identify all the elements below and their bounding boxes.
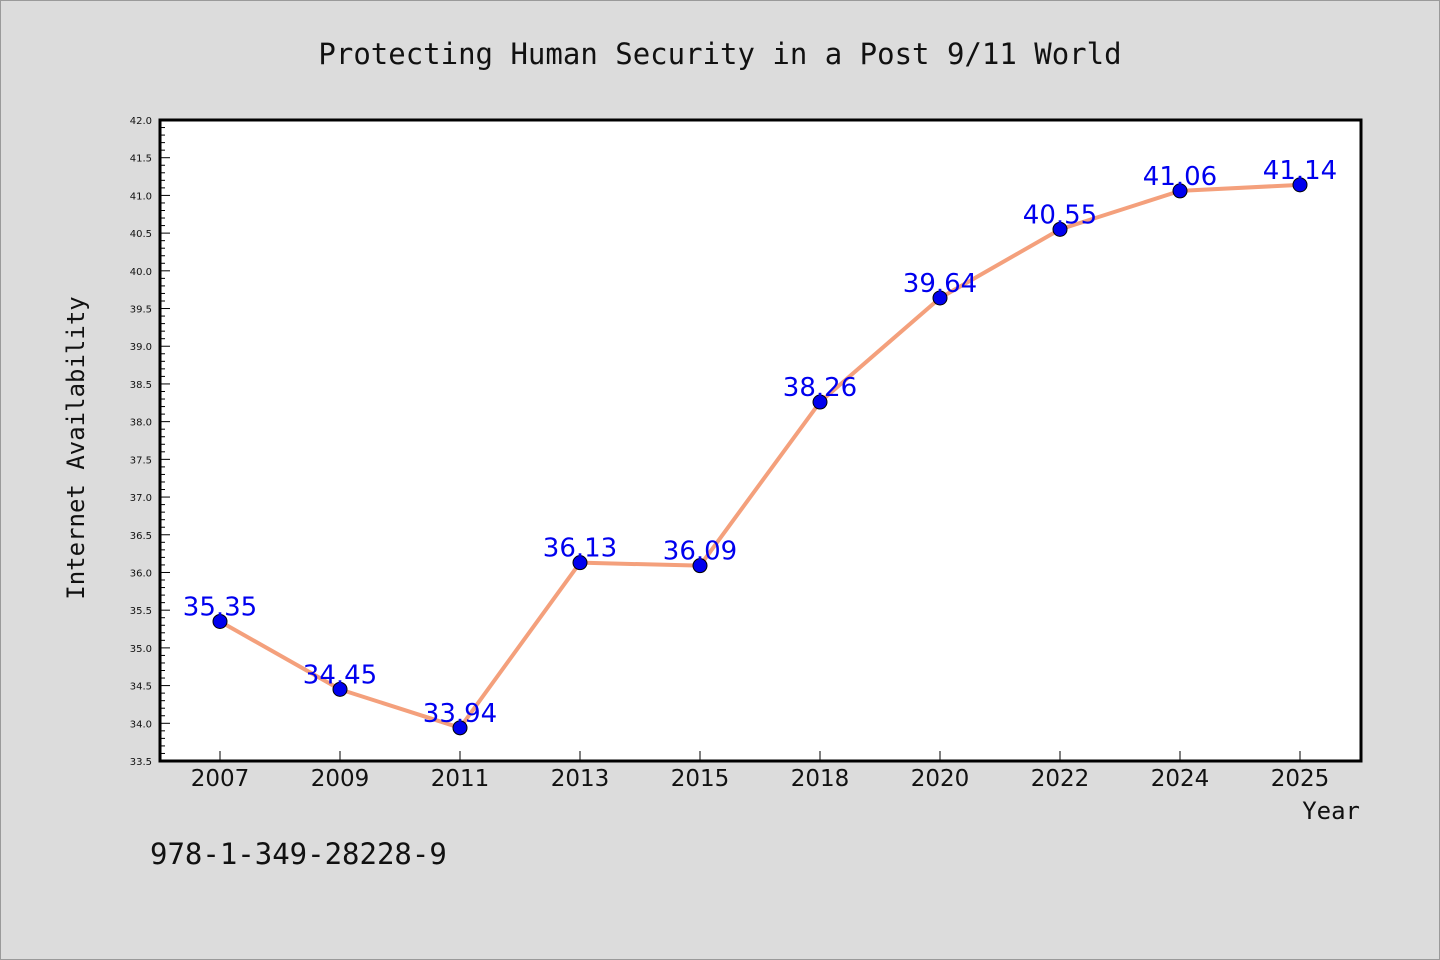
y-tick-label: 41.5 (130, 154, 152, 165)
x-axis: 2007 2009 2011 2013 2015 2018 2020 2022 2024 2025 (191, 751, 1330, 792)
x-tick-label: 2009 (311, 766, 370, 792)
y-tick-label: 38.0 (130, 418, 152, 429)
x-tick-label: 2020 (911, 766, 970, 792)
series: 35.35 34.45 33.94 36.13 36.09 38.26 39.64 40.55… (183, 156, 1337, 736)
x-tick-label: 2013 (551, 766, 610, 792)
y-axis: 33.5 34.0 34.5 35.0 35.5 36.0 36.5 37.0 37.5 38.0… (130, 116, 170, 768)
data-point (812, 394, 828, 410)
data-point (572, 555, 588, 571)
y-tick-label: 34.0 (130, 719, 152, 730)
x-tick-label: 2015 (671, 766, 730, 792)
isbn-footer: 978-1-349-28228-9 (150, 837, 447, 871)
data-label: 41.14 (1263, 156, 1337, 186)
data-label: 40.55 (1023, 200, 1097, 230)
y-tick-label: 33.5 (130, 757, 152, 768)
y-tick-label: 34.5 (130, 682, 152, 693)
data-label: 39.64 (903, 269, 977, 299)
x-tick-label: 2024 (1151, 766, 1210, 792)
y-tick-label: 42.0 (130, 116, 152, 127)
data-label: 36.13 (543, 534, 617, 564)
data-point (212, 613, 228, 629)
y-tick-label: 40.5 (130, 229, 152, 240)
y-tick-label: 40.0 (130, 267, 152, 278)
data-label: 41.06 (1143, 162, 1217, 192)
data-point (692, 558, 708, 574)
data-point (1292, 177, 1308, 193)
y-tick-label: 36.0 (130, 568, 152, 579)
y-tick-label: 35.5 (130, 606, 152, 617)
data-point (932, 290, 948, 306)
y-tick-label: 39.5 (130, 305, 152, 316)
y-tick-label: 37.0 (130, 493, 152, 504)
data-point (332, 681, 348, 697)
y-axis-label: Internet Availability (62, 296, 90, 599)
y-tick-label: 37.5 (130, 455, 152, 466)
y-tick-label: 41.0 (130, 191, 152, 202)
x-tick-label: 2018 (791, 766, 850, 792)
series-line (219, 182, 1301, 730)
x-tick-label: 2011 (431, 766, 490, 792)
plot-area (158, 118, 1363, 763)
data-label: 38.26 (783, 373, 857, 403)
y-tick-label: 35.0 (130, 644, 152, 655)
chart-title: Protecting Human Security in a Post 9/11… (318, 37, 1121, 71)
data-label: 36.09 (663, 537, 737, 567)
data-point (1172, 183, 1188, 199)
y-tick-label: 38.5 (130, 380, 152, 391)
x-tick-label: 2022 (1031, 766, 1090, 792)
x-tick-label: 2025 (1271, 766, 1330, 792)
y-tick-label: 39.0 (130, 342, 152, 353)
y-tick-label: 36.5 (130, 531, 152, 542)
data-label: 35.35 (183, 592, 257, 622)
x-tick-label: 2007 (191, 766, 250, 792)
x-axis-label: Year (1302, 797, 1360, 825)
data-point (452, 720, 468, 736)
data-point (1052, 221, 1068, 237)
data-label: 33.94 (423, 699, 497, 729)
data-label: 34.45 (303, 660, 377, 690)
